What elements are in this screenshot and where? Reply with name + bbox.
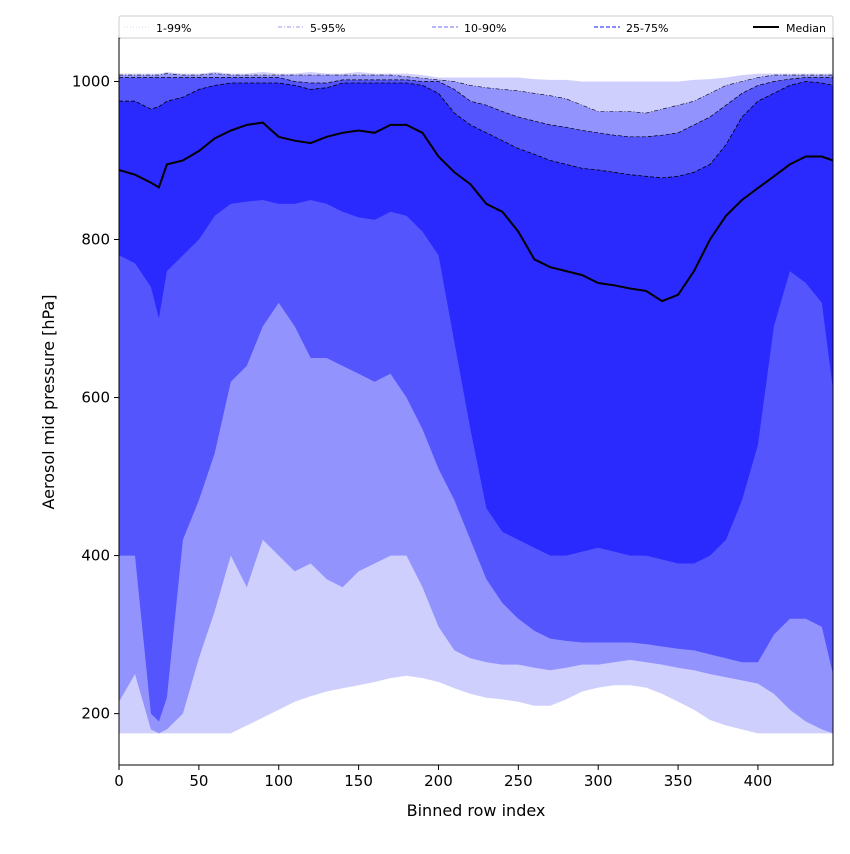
x-axis-ticks: 0 50 100 150 200 250 300 350 400 [114,765,772,790]
line-p90 [119,77,833,138]
y-tick-label: 800 [81,231,110,249]
y-tick-label: 1000 [72,72,110,90]
x-axis-label: Binned row index [407,801,546,820]
y-tick-label: 200 [81,705,110,723]
x-tick-label: 150 [344,772,373,790]
y-tick-label: 600 [81,389,110,407]
x-tick-label: 100 [264,772,293,790]
x-tick-label: 250 [504,772,533,790]
line-p75 [119,81,834,179]
x-tick-label: 400 [744,772,773,790]
band-25-75 [119,81,833,564]
legend-box [118,15,834,39]
x-tick-label: 350 [664,772,693,790]
y-tick-label: 400 [81,547,110,565]
legend-label-25-75: 25-75% [626,22,668,35]
boundary-line-layer [119,73,834,179]
x-tick-label: 300 [584,772,613,790]
legend-label-10-90: 10-90% [464,22,506,35]
x-tick-label: 200 [424,772,453,790]
x-tick-label: 50 [189,772,208,790]
line-p95 [119,73,833,114]
band-layer [119,72,833,734]
legend: 1-99% 5-95% 10-90% 25-75% Median [118,15,834,39]
legend-label-median: Median [786,22,826,35]
legend-label-5-95: 5-95% [310,22,345,35]
plot-area [118,37,834,766]
median-line [118,121,834,303]
y-axis-ticks: 200 400 600 800 1000 [72,72,119,723]
legend-label-1-99: 1-99% [156,22,191,35]
x-tick-label: 0 [114,772,124,790]
y-axis-label: Aerosol mid pressure [hPa] [39,294,58,509]
